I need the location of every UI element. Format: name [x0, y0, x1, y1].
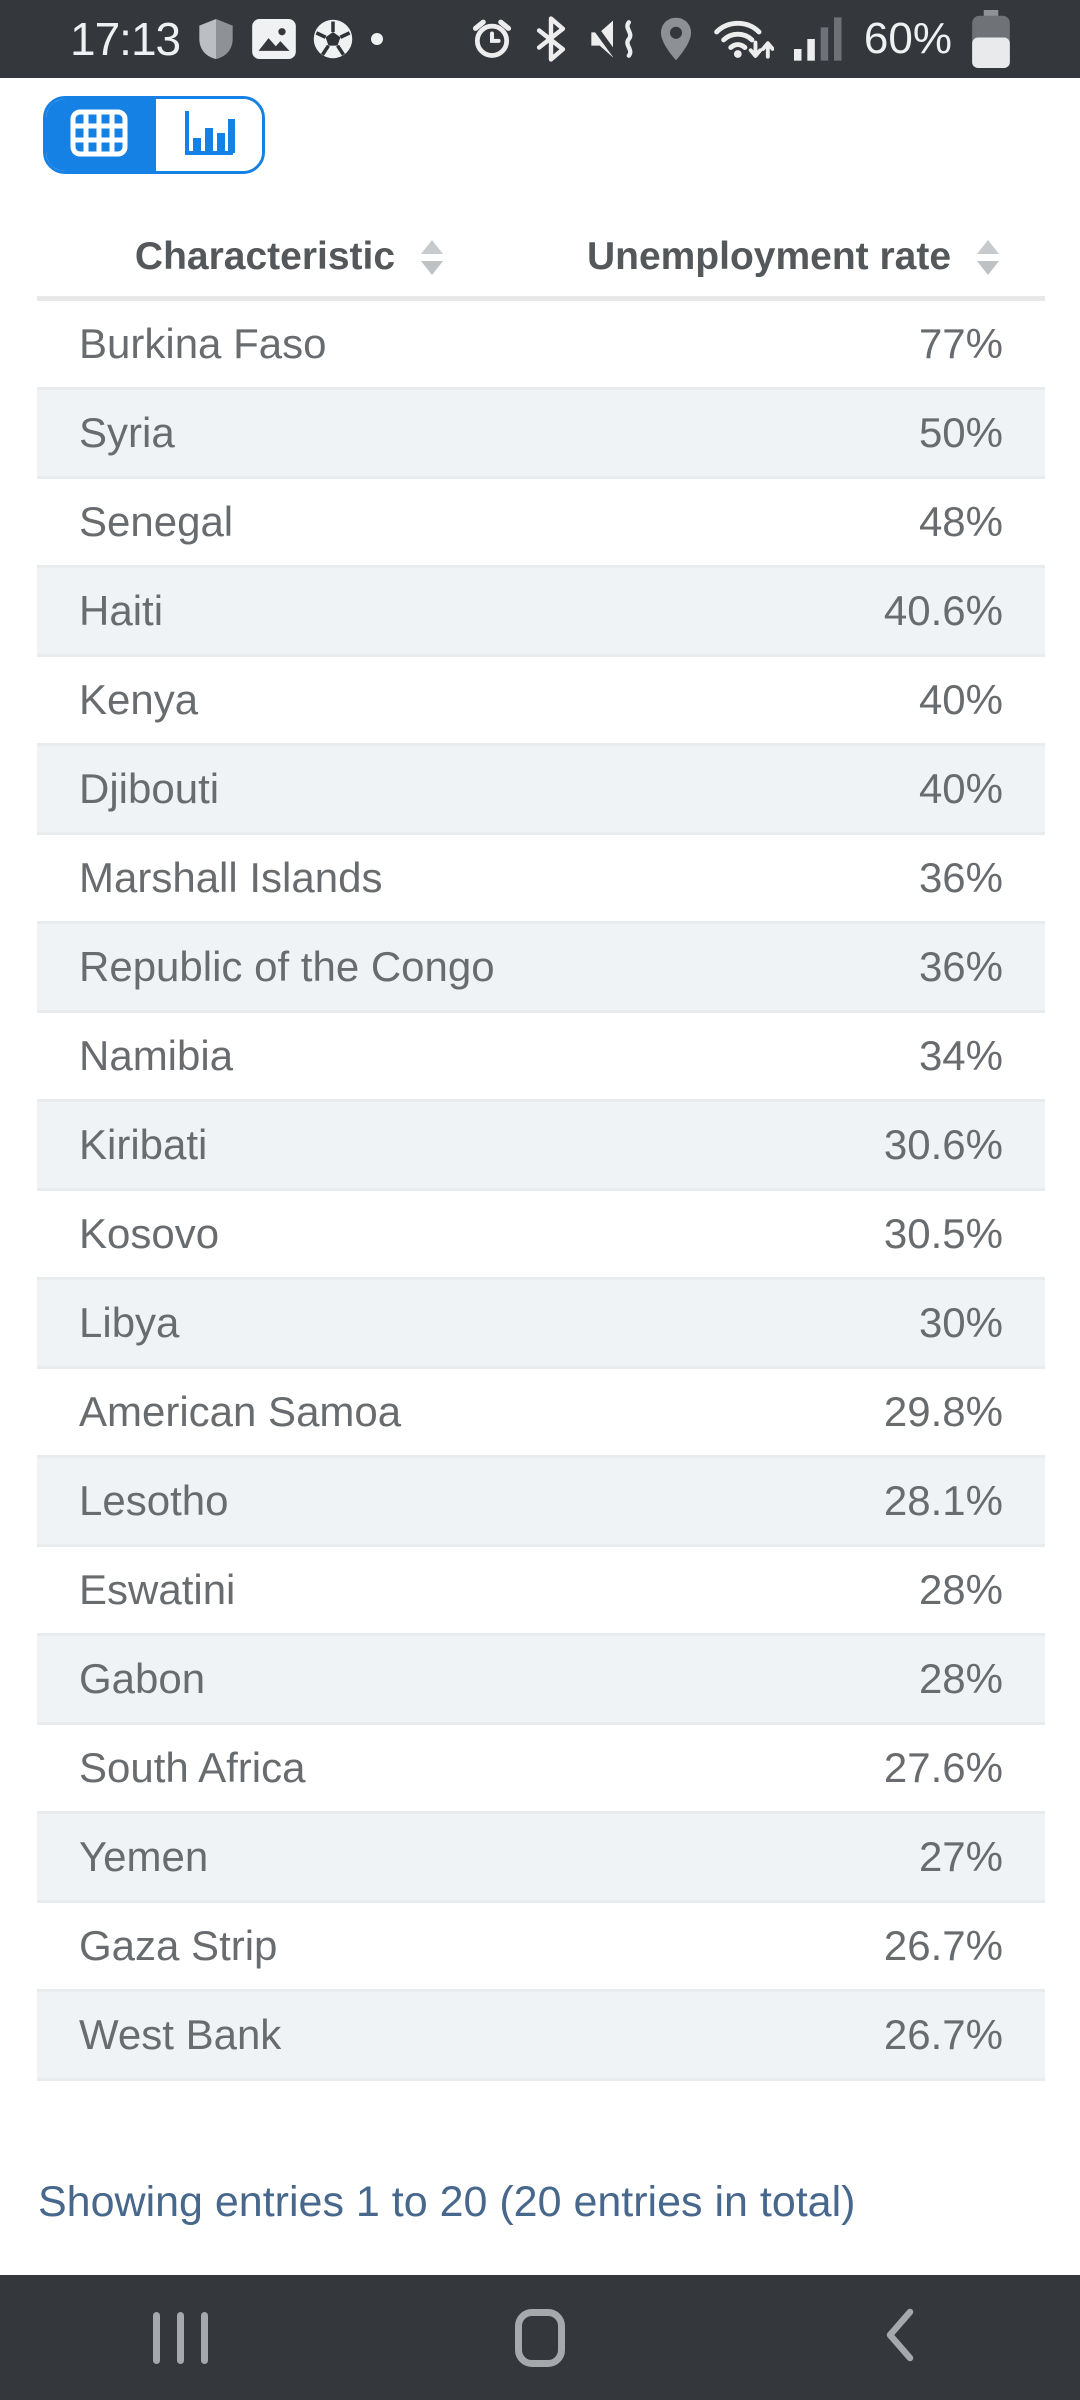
- recents-icon: [152, 2311, 208, 2364]
- table-row: Yemen 27%: [37, 1814, 1045, 1903]
- table-row: South Africa 27.6%: [37, 1725, 1045, 1814]
- characteristic-cell: Gaza Strip: [79, 1922, 278, 1969]
- column-label: Characteristic: [134, 235, 396, 278]
- table-row: Gaza Strip 26.7%: [37, 1903, 1045, 1992]
- battery-icon: [972, 10, 1010, 68]
- characteristic-cell: South Africa: [79, 1744, 306, 1791]
- column-header-unemployment-rate[interactable]: Unemployment rate: [541, 235, 1045, 279]
- battery-percent: 60%: [863, 14, 952, 63]
- back-button[interactable]: [720, 2304, 1080, 2371]
- table-row: Kosovo 30.5%: [37, 1191, 1045, 1280]
- mute-vibrate-icon: [588, 17, 638, 61]
- unemployment-rate-cell: 50%: [918, 409, 1003, 456]
- table-row: Senegal 48%: [37, 479, 1045, 568]
- soccer-ball-icon: [312, 18, 354, 60]
- column-header-characteristic[interactable]: Characteristic: [37, 235, 541, 279]
- unemployment-rate-cell: 27%: [918, 1833, 1003, 1880]
- table-row: Djibouti 40%: [37, 746, 1045, 835]
- entries-summary: Showing entries 1 to 20 (20 entries in t…: [38, 2178, 856, 2226]
- unemployment-rate-cell: 36%: [918, 854, 1003, 901]
- location-icon: [658, 16, 694, 62]
- table-row: Eswatini 28%: [37, 1547, 1045, 1636]
- table-row: Kiribati 30.6%: [37, 1102, 1045, 1191]
- clock-time: 17:13: [70, 13, 181, 65]
- alarm-icon: [470, 17, 514, 61]
- shield-icon: [196, 16, 236, 62]
- characteristic-cell: Kiribati: [79, 1121, 208, 1168]
- unemployment-rate-cell: 30.5%: [883, 1210, 1003, 1257]
- characteristic-cell: Haiti: [79, 587, 164, 634]
- characteristic-cell: Burkina Faso: [79, 320, 327, 367]
- chart-view-button[interactable]: [152, 99, 262, 171]
- unemployment-rate-cell: 30%: [918, 1299, 1003, 1346]
- column-label: Unemployment rate: [586, 235, 952, 278]
- table-row: Syria 50%: [37, 390, 1045, 479]
- unemployment-rate-cell: 26.7%: [883, 1922, 1003, 1969]
- navigation-bar: [0, 2275, 1080, 2400]
- header-divider: [37, 296, 1045, 301]
- home-icon: [515, 2308, 565, 2367]
- home-button[interactable]: [360, 2308, 720, 2367]
- unemployment-rate-cell: 27.6%: [883, 1744, 1003, 1791]
- signal-icon: [793, 16, 844, 62]
- table-row: West Bank 26.7%: [37, 1992, 1045, 2081]
- characteristic-cell: Senegal: [79, 498, 234, 545]
- unemployment-rate-cell: 34%: [918, 1032, 1003, 1079]
- unemployment-rate-cell: 77%: [918, 320, 1003, 367]
- recents-button[interactable]: [0, 2311, 360, 2364]
- characteristic-cell: Marshall Islands: [79, 854, 383, 901]
- characteristic-cell: Lesotho: [79, 1477, 229, 1524]
- characteristic-cell: Libya: [79, 1299, 180, 1346]
- characteristic-cell: Kosovo: [79, 1210, 220, 1257]
- characteristic-cell: Gabon: [79, 1655, 206, 1702]
- wifi-icon: [714, 16, 774, 62]
- characteristic-cell: Syria: [79, 409, 175, 456]
- unemployment-rate-cell: 36%: [918, 943, 1003, 990]
- table-row: Kenya 40%: [37, 657, 1045, 746]
- unemployment-rate-cell: 40.6%: [883, 587, 1003, 634]
- unemployment-rate-cell: 28.1%: [883, 1477, 1003, 1524]
- bluetooth-icon: [534, 16, 568, 62]
- characteristic-cell: Yemen: [79, 1833, 209, 1880]
- gallery-icon: [252, 19, 296, 59]
- characteristic-cell: West Bank: [79, 2011, 282, 2058]
- sort-icon: [421, 239, 444, 275]
- table-body: Burkina Faso 77% Syria 50% Senegal 48% Haiti 40…: [37, 301, 1045, 2081]
- characteristic-cell: Namibia: [79, 1032, 234, 1079]
- table-grid-icon: [69, 108, 129, 163]
- status-bar: 17:13: [0, 0, 1080, 78]
- table-row: Lesotho 28.1%: [37, 1458, 1045, 1547]
- notification-dot-icon: [370, 32, 384, 46]
- table-row: Haiti 40.6%: [37, 568, 1045, 657]
- table-row: Gabon 28%: [37, 1636, 1045, 1725]
- sort-icon: [977, 239, 1000, 275]
- table-row: Marshall Islands 36%: [37, 835, 1045, 924]
- unemployment-rate-cell: 48%: [918, 498, 1003, 545]
- table-row: American Samoa 29.8%: [37, 1369, 1045, 1458]
- unemployment-rate-cell: 29.8%: [883, 1388, 1003, 1435]
- table-view-button[interactable]: [46, 99, 153, 171]
- unemployment-rate-cell: 28%: [918, 1566, 1003, 1613]
- unemployment-rate-cell: 26.7%: [883, 2011, 1003, 2058]
- view-toggle: [43, 96, 265, 174]
- unemployment-rate-cell: 40%: [918, 676, 1003, 723]
- bar-chart-icon: [181, 108, 237, 163]
- characteristic-cell: Eswatini: [79, 1566, 236, 1613]
- characteristic-cell: Kenya: [79, 676, 199, 723]
- table-row: Namibia 34%: [37, 1013, 1045, 1102]
- back-icon: [880, 2304, 920, 2371]
- characteristic-cell: American Samoa: [79, 1388, 402, 1435]
- characteristic-cell: Republic of the Congo: [79, 943, 495, 990]
- characteristic-cell: Djibouti: [79, 765, 220, 812]
- unemployment-rate-cell: 30.6%: [883, 1121, 1003, 1168]
- table-row: Republic of the Congo 36%: [37, 924, 1045, 1013]
- table-row: Burkina Faso 77%: [37, 301, 1045, 390]
- unemployment-rate-cell: 28%: [918, 1655, 1003, 1702]
- table-header: Characteristic Unemployment rate: [37, 218, 1045, 296]
- table-row: Libya 30%: [37, 1280, 1045, 1369]
- unemployment-rate-cell: 40%: [918, 765, 1003, 812]
